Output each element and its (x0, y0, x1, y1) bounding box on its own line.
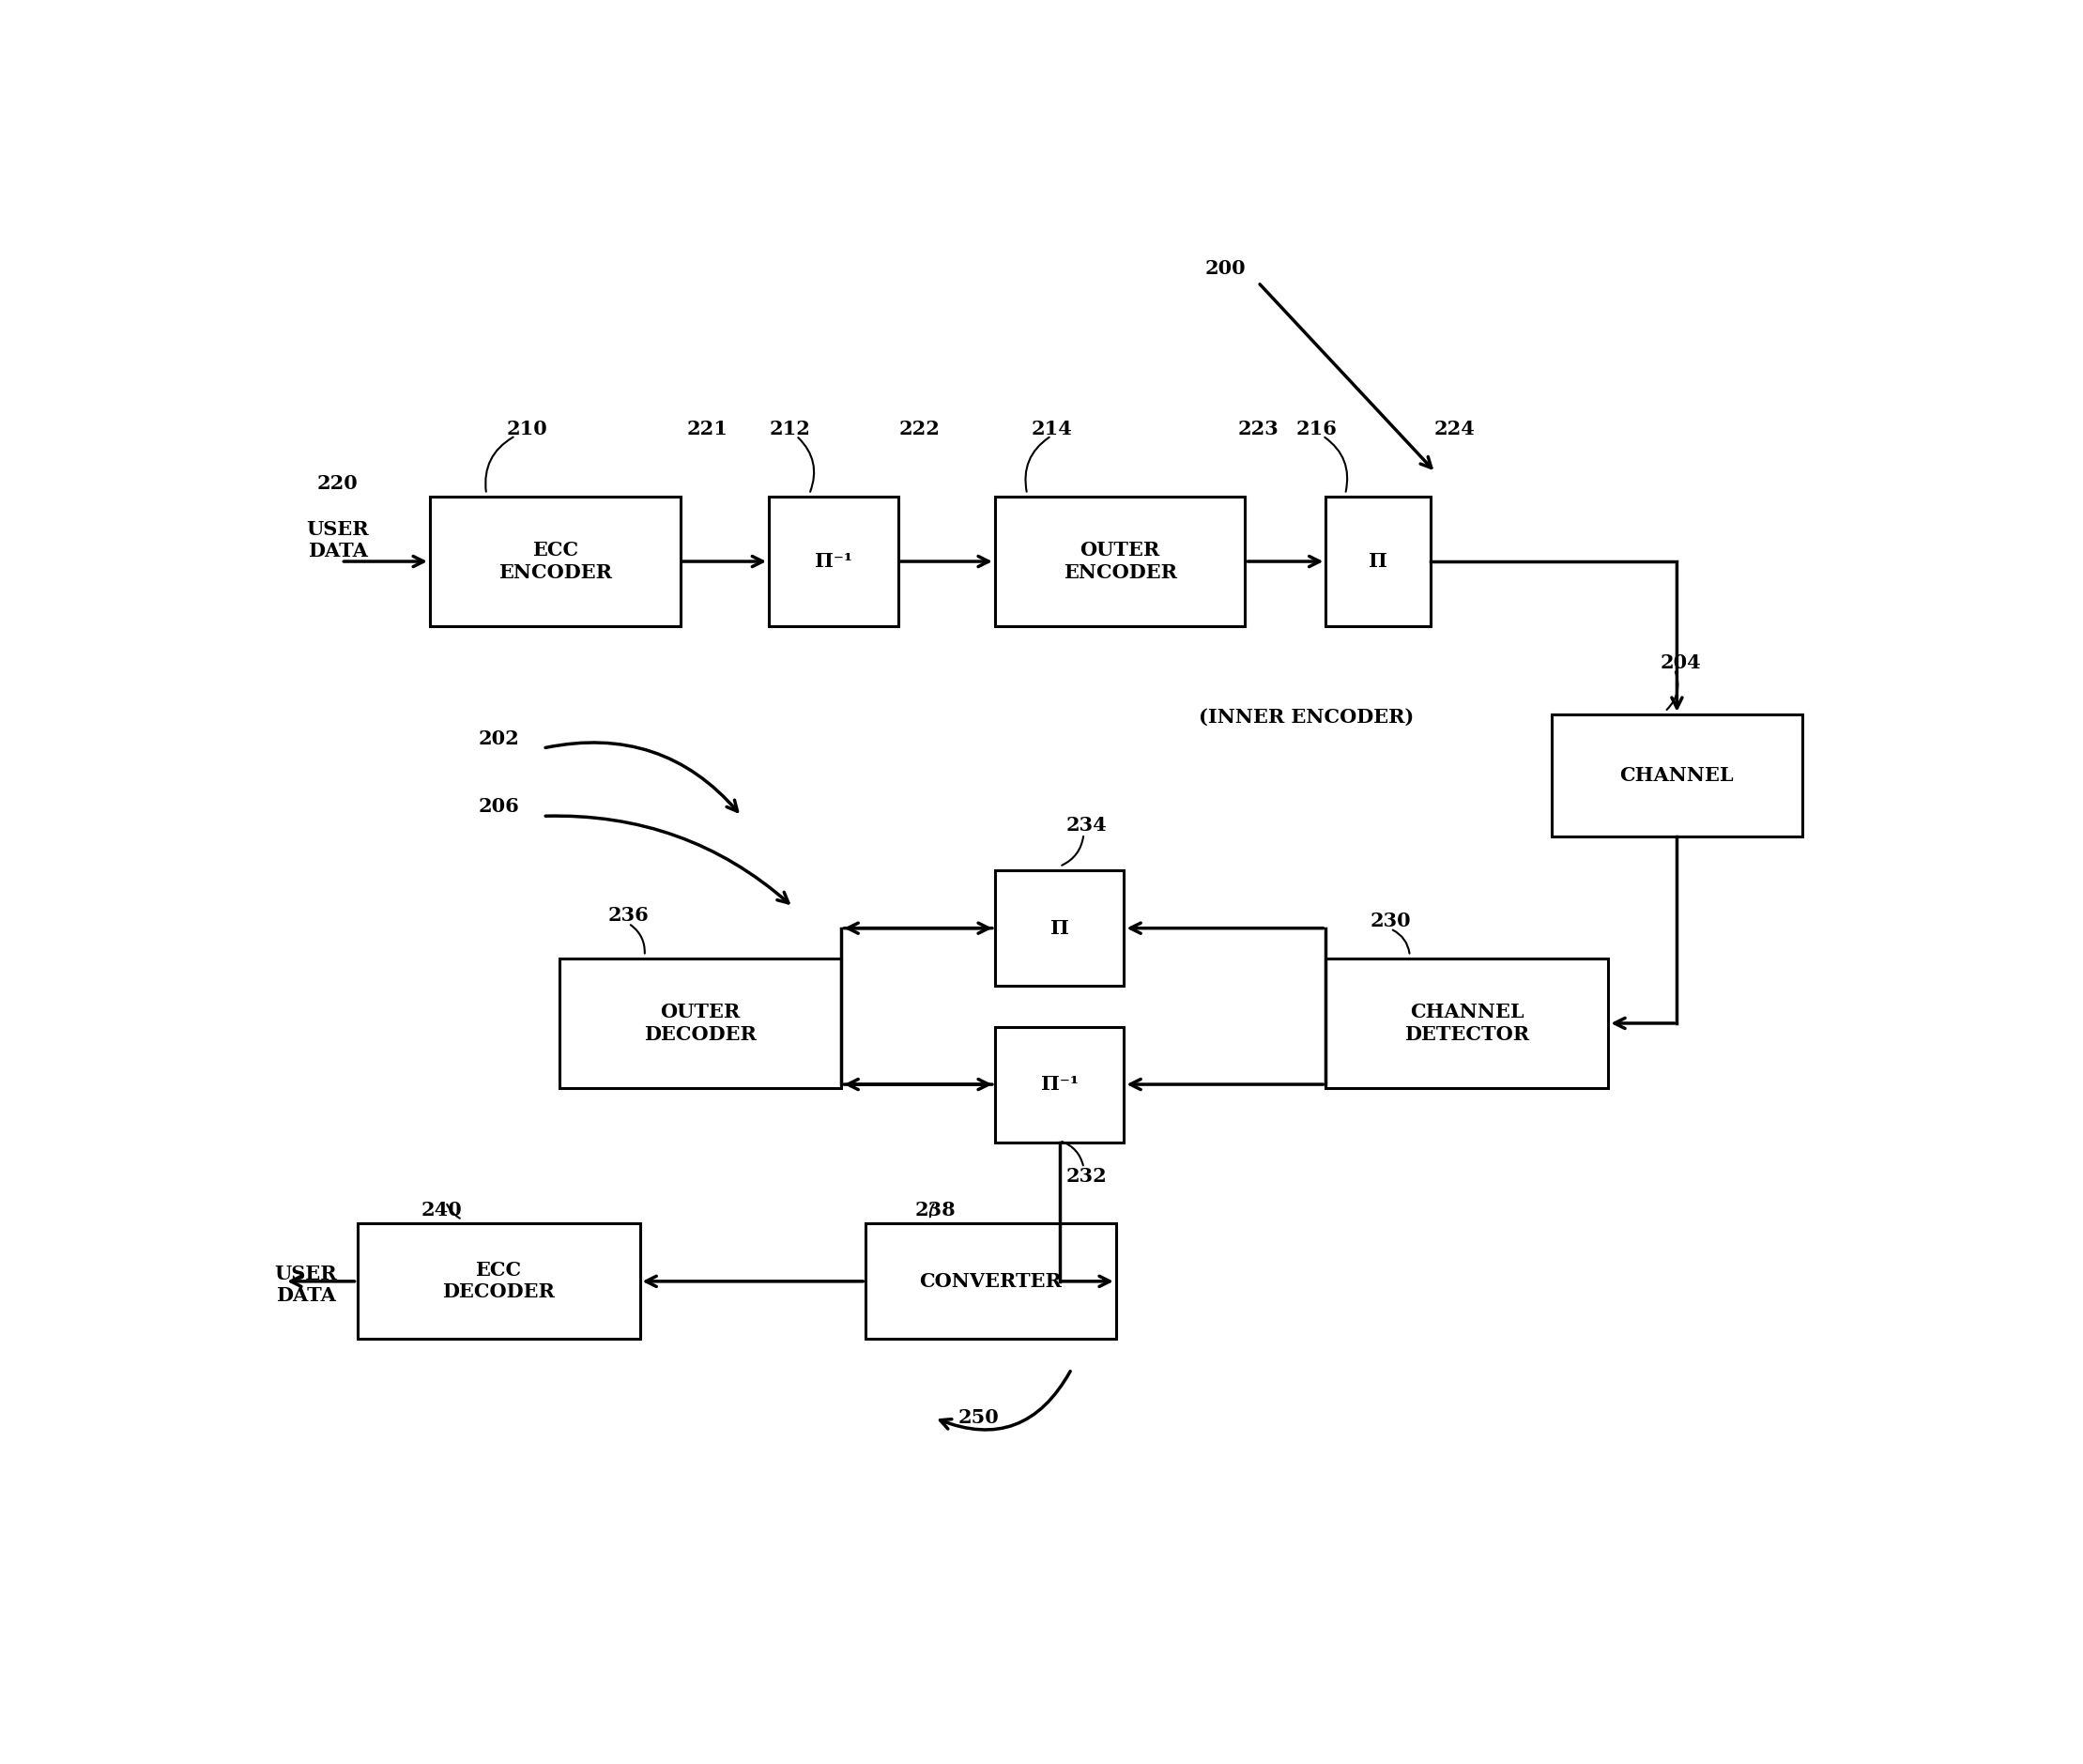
FancyBboxPatch shape (996, 1027, 1125, 1141)
Text: 220: 220 (317, 475, 358, 492)
Text: 230: 230 (1371, 912, 1410, 930)
Text: CONVERTER: CONVERTER (919, 1272, 1062, 1291)
Text: 212: 212 (769, 420, 810, 439)
Text: Π: Π (1050, 919, 1069, 937)
Text: Π⁻¹: Π⁻¹ (814, 552, 852, 572)
Text: USER
DATA: USER DATA (306, 520, 369, 561)
Text: 250: 250 (958, 1408, 1000, 1427)
Text: 200: 200 (1206, 259, 1246, 279)
Text: 238: 238 (914, 1201, 956, 1219)
FancyBboxPatch shape (769, 497, 898, 626)
Text: 234: 234 (1066, 817, 1108, 834)
Text: USER
DATA: USER DATA (275, 1265, 337, 1305)
Text: 222: 222 (898, 420, 939, 439)
Text: 204: 204 (1660, 653, 1702, 672)
Text: 206: 206 (479, 797, 521, 817)
Text: 214: 214 (1031, 420, 1073, 439)
Text: CHANNEL: CHANNEL (1621, 766, 1733, 785)
FancyBboxPatch shape (1552, 714, 1802, 836)
FancyBboxPatch shape (867, 1224, 1116, 1339)
Text: 224: 224 (1435, 420, 1475, 439)
FancyBboxPatch shape (996, 870, 1125, 986)
FancyBboxPatch shape (358, 1224, 639, 1339)
FancyBboxPatch shape (1327, 960, 1608, 1088)
Text: ECC
ENCODER: ECC ENCODER (498, 542, 612, 582)
FancyBboxPatch shape (558, 960, 842, 1088)
Text: 202: 202 (479, 729, 521, 748)
Text: ECC
DECODER: ECC DECODER (442, 1261, 554, 1302)
Text: 216: 216 (1296, 420, 1337, 439)
Text: CHANNEL
DETECTOR: CHANNEL DETECTOR (1404, 1004, 1529, 1044)
Text: Π⁻¹: Π⁻¹ (1042, 1074, 1079, 1094)
Text: 223: 223 (1237, 420, 1279, 439)
FancyBboxPatch shape (429, 497, 679, 626)
Text: (INNER ENCODER): (INNER ENCODER) (1200, 707, 1414, 727)
Text: 232: 232 (1066, 1166, 1108, 1185)
Text: OUTER
ENCODER: OUTER ENCODER (1062, 542, 1177, 582)
FancyBboxPatch shape (1327, 497, 1431, 626)
FancyBboxPatch shape (996, 497, 1246, 626)
Text: Π: Π (1369, 552, 1387, 572)
Text: OUTER
DECODER: OUTER DECODER (644, 1004, 756, 1044)
Text: 236: 236 (608, 907, 650, 924)
Text: 210: 210 (506, 420, 548, 439)
Text: 240: 240 (421, 1201, 462, 1219)
Text: 221: 221 (687, 420, 729, 439)
